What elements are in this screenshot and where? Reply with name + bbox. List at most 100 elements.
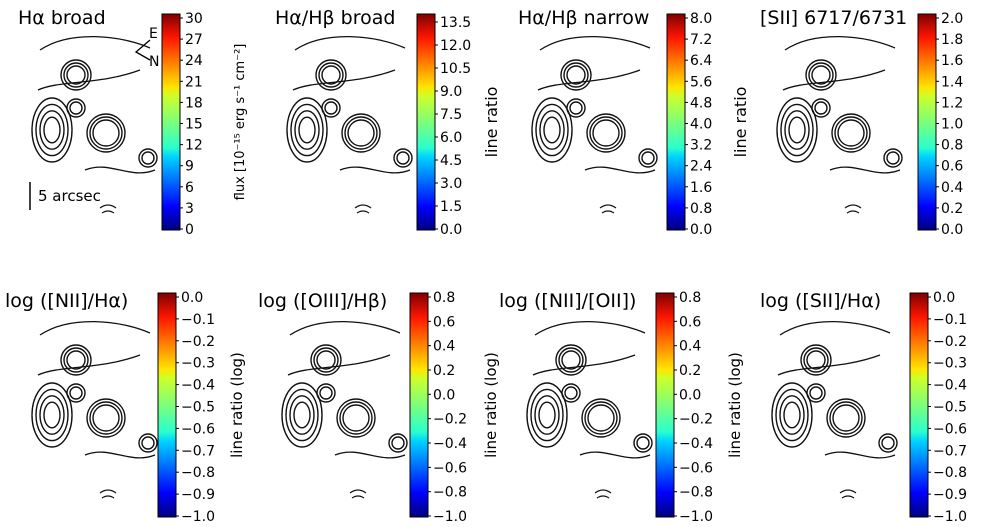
- colorbar-tick-label: 4.5: [440, 153, 462, 169]
- contour-map: [31, 320, 158, 499]
- contour-line: [37, 320, 156, 459]
- colorbar-ticks: 0.8 0.6 0.4 0.2 0.0 −0.2 −0.4 −0.6 −0.8 −1.0: [428, 290, 467, 525]
- colorbar: [409, 292, 429, 518]
- panel-title: log ([NII]/Hα): [5, 290, 128, 312]
- contour-line: [393, 148, 413, 168]
- contour-line: [539, 110, 565, 150]
- contour-map: [776, 35, 903, 214]
- scale-bar-label: 5 arcsec: [38, 187, 101, 205]
- colorbar: [917, 13, 937, 231]
- contour-line: [832, 404, 860, 432]
- colorbar-tick-label: −1.0: [433, 509, 467, 525]
- compass-north: N: [149, 54, 159, 70]
- colorbar-tick-label: 7.2: [690, 32, 712, 48]
- contour-line: [811, 65, 831, 85]
- contour-line: [388, 433, 408, 453]
- colorbar-label: line ratio (log): [482, 352, 500, 458]
- colorbar-tick-label: 0.2: [941, 201, 963, 217]
- colorbar-tick-label: 21: [185, 74, 203, 90]
- colorbar-ticks: 0.0 −0.1 −0.2 −0.3 −0.4 −0.5 −0.6 −0.7 −0.8 −0.9 −…: [928, 290, 967, 525]
- colorbar-tick-label: −0.8: [933, 465, 967, 481]
- contour-line: [287, 320, 406, 459]
- contour-line: [883, 148, 903, 168]
- contour-line: [69, 101, 83, 115]
- colorbar-tick-label: −0.2: [181, 334, 215, 350]
- contour-line: [347, 119, 375, 147]
- colorbar-tick-label: −0.8: [433, 485, 467, 501]
- contour-line: [318, 62, 344, 88]
- colorbar-tick-label: −0.7: [933, 443, 967, 459]
- colorbar-tick-label: 1.6: [941, 53, 963, 69]
- contour-map: [31, 35, 158, 214]
- colorbar-tick-label: 4.0: [690, 117, 712, 133]
- panel-log-oiii-hb: log ([OIII]/Hβ) 0.8 0.6 0.4 0.2 0.0 −0.2 −0.4 −…: [258, 290, 500, 525]
- colorbar-tick-label: 15: [185, 117, 203, 133]
- colorbar-tick-label: 0.6: [433, 314, 455, 330]
- contour-line: [294, 110, 320, 150]
- contour-line: [776, 97, 818, 163]
- colorbar-tick-label: −0.6: [181, 421, 215, 437]
- colorbar-label: line ratio: [731, 87, 750, 158]
- colorbar-tick-label: −0.7: [181, 443, 215, 459]
- contour-line: [839, 489, 857, 499]
- panel-ha-hb-broad: Hα/Hβ broad 13.512.010.59.07.56.04.53.01…: [275, 7, 501, 238]
- contour-map: [281, 320, 408, 499]
- colorbar-tick-label: 4.8: [690, 95, 712, 111]
- contour-line: [66, 350, 86, 370]
- contour-line: [784, 110, 810, 150]
- colorbar-tick-label: 0.0: [941, 222, 963, 238]
- colorbar-tick-label: 8.0: [690, 11, 712, 27]
- contour-line: [321, 65, 341, 85]
- contour-line: [60, 344, 92, 376]
- contour-line: [99, 204, 117, 214]
- colorbar: [416, 13, 436, 231]
- colorbar-tick-label: 2.4: [690, 159, 712, 175]
- colorbar-tick-label: 6.0: [440, 130, 462, 146]
- contour-line: [775, 388, 809, 442]
- contour-line: [537, 35, 656, 174]
- colorbar-tick-label: 0.8: [941, 138, 963, 154]
- contour-line: [638, 148, 658, 168]
- colorbar-tick-label: 1.5: [440, 199, 462, 215]
- colorbar-tick-label: 3: [185, 201, 194, 217]
- contour-line: [589, 116, 623, 150]
- contour-line: [349, 489, 367, 499]
- colorbar-tick-label: 10.5: [440, 61, 471, 77]
- contour-line: [566, 65, 586, 85]
- contour-line: [782, 35, 901, 174]
- contour-line: [837, 119, 865, 147]
- colorbar-tick-label: −0.9: [181, 487, 215, 503]
- contour-line: [535, 103, 569, 157]
- colorbar-tick-label: −0.9: [933, 487, 967, 503]
- colorbar-tick-label: 6: [185, 180, 194, 196]
- panel-title: Hα/Hβ broad: [275, 7, 395, 29]
- contour-line: [39, 395, 65, 435]
- contour-line: [558, 347, 584, 373]
- colorbar-tick-label: 1.6: [690, 180, 712, 196]
- contour-line: [809, 386, 823, 400]
- contour-line: [31, 382, 73, 448]
- colorbar-tick-label: −0.6: [433, 460, 467, 476]
- contour-line: [587, 404, 615, 432]
- contour-line: [563, 62, 589, 88]
- colorbar-tick-label: 3.0: [440, 176, 462, 192]
- contour-line: [86, 113, 126, 153]
- colorbar-tick-label: 6.4: [690, 53, 712, 69]
- contour-line: [310, 344, 342, 376]
- contour-line: [534, 395, 560, 435]
- colorbar-label: line ratio (log): [726, 352, 744, 458]
- colorbar-tick-label: 0.6: [679, 314, 701, 330]
- colorbar-tick-label: 9: [185, 159, 194, 175]
- colorbar-ticks: 13.5 12.0 10.5 9.0 7.5 6.0 4.5 3.0 1.5 0.0: [435, 15, 471, 238]
- contour-line: [316, 350, 336, 370]
- contour-line: [39, 110, 65, 150]
- panel-ha-hb-narrow: Hα/Hβ narrow 8.0 7.2 6.4 5.6 4.8 4.0 3.2 2.4 1.6…: [518, 7, 750, 238]
- colorbar-ticks: 0.0 −0.1 −0.2 −0.3 −0.4 −0.5 −0.6 −0.7 −0.8 −0.9 −…: [176, 290, 215, 525]
- contour-line: [339, 401, 373, 435]
- contour-line: [43, 116, 61, 144]
- colorbar-tick-label: −0.3: [181, 356, 215, 372]
- contour-line: [37, 35, 156, 174]
- colorbar-tick-label: −1.0: [181, 509, 215, 525]
- colorbar-tick-label: −0.4: [433, 436, 467, 452]
- colorbar-tick-label: 27: [185, 32, 203, 48]
